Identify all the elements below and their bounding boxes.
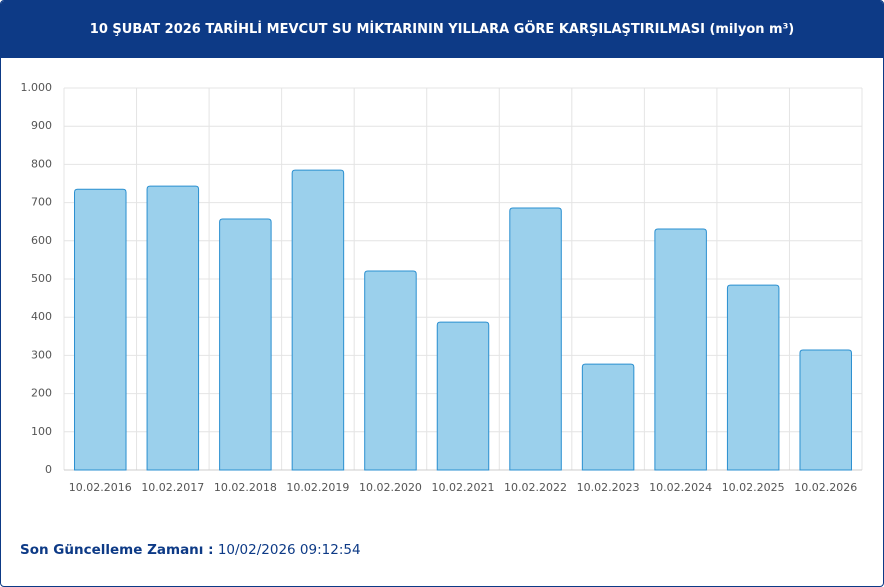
footer: Son Güncelleme Zamanı : 10/02/2026 09:12… [20,542,361,558]
x-tick-label: 10.02.2019 [286,481,349,494]
y-tick-label: 700 [31,196,52,209]
x-tick-label: 10.02.2021 [432,481,495,494]
x-tick-label: 10.02.2025 [722,481,785,494]
bar [726,284,780,471]
bar [581,363,635,471]
bar [291,169,345,471]
y-tick-label: 100 [31,425,52,438]
x-tick-label: 10.02.2024 [649,481,712,494]
y-tick-label: 1.000 [21,81,53,94]
footer-label: Son Güncelleme Zamanı : [20,542,214,558]
y-tick-label: 600 [31,234,52,247]
bar [799,349,852,471]
chart-title: 10 ŞUBAT 2026 TARİHLİ MEVCUT SU MİKTARIN… [1,1,883,58]
footer-value: 10/02/2026 09:12:54 [217,542,361,558]
y-tick-label: 300 [31,348,52,361]
chart: 0 100 200 300 400 500 600 700 800 900 1.000 10.02.2… [21,81,863,494]
bar [654,228,707,471]
x-tick-label: 10.02.2018 [214,481,277,494]
y-tick-label: 400 [31,310,52,323]
y-tick-label: 200 [31,387,52,400]
bar [509,207,562,471]
x-tick-label: 10.02.2017 [141,481,204,494]
bar [219,218,272,471]
x-tick-label: 10.02.2026 [794,481,857,494]
bar [436,321,490,471]
y-tick-label: 800 [31,157,52,170]
y-tick-label: 0 [45,463,52,476]
bar [74,188,127,471]
bar [146,185,200,471]
x-tick-label: 10.02.2016 [69,481,132,494]
x-tick-label: 10.02.2022 [504,481,567,494]
bar [364,270,417,471]
y-tick-label: 900 [31,119,52,132]
x-tick-label: 10.02.2020 [359,481,422,494]
x-tick-label: 10.02.2023 [577,481,640,494]
y-tick-label: 500 [31,272,52,285]
